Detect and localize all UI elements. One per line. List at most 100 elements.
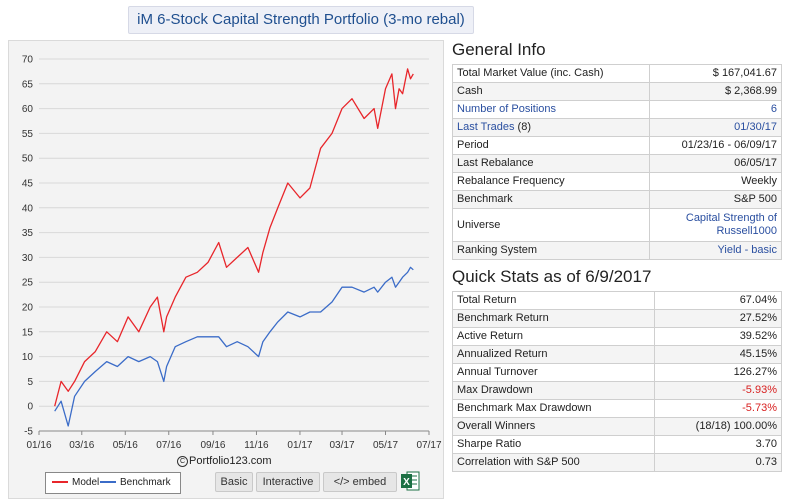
y-tick-label: 0 (27, 402, 33, 413)
row-value: 39.52% (653, 327, 783, 346)
row-label: Annual Turnover (452, 363, 655, 382)
table-row: Sharpe Ratio 3.70 (452, 435, 783, 454)
x-tick-label: 03/16 (69, 440, 94, 451)
table-row: Cash $ 2,368.99 (452, 82, 783, 101)
quick-stats-table: Total Return 67.04% Benchmark Return 27.… (452, 291, 783, 472)
x-tick-label: 11/16 (244, 440, 269, 451)
universe-line-1: Capital Strength of (685, 212, 777, 224)
number-of-positions-value-link[interactable]: 6 (648, 100, 783, 119)
y-tick-label: 60 (22, 104, 34, 115)
y-tick-label: 10 (22, 352, 34, 363)
table-row: Number of Positions 6 (452, 100, 783, 119)
table-row: Benchmark Return 27.52% (452, 309, 783, 328)
ranking-system-link[interactable]: Yield - basic (648, 241, 783, 260)
last-trades-link[interactable]: Last Trades (457, 121, 515, 133)
table-row: Period 01/23/16 - 06/09/17 (452, 136, 783, 155)
x-tick-label: 03/17 (330, 440, 355, 451)
row-value: 67.04% (653, 291, 783, 310)
row-label: Max Drawdown (452, 381, 655, 400)
row-label: Total Market Value (inc. Cash) (452, 64, 650, 83)
general-info-heading: General Info (452, 40, 546, 59)
row-label: Cash (452, 82, 650, 101)
row-value: $ 2,368.99 (648, 82, 783, 101)
number-of-positions-link[interactable]: Number of Positions (452, 100, 650, 119)
row-label: Annualized Return (452, 345, 655, 364)
table-row: Ranking System Yield - basic (452, 241, 783, 260)
row-label: Overall Winners (452, 417, 655, 436)
row-label: Correlation with S&P 500 (452, 453, 655, 472)
row-label: Ranking System (452, 241, 650, 260)
row-label: Rebalance Frequency (452, 172, 650, 191)
table-row: Last Rebalance 06/05/17 (452, 154, 783, 173)
table-row: Annual Turnover 126.27% (452, 363, 783, 382)
x-tick-label: 01/16 (26, 440, 51, 451)
row-value: 126.27% (653, 363, 783, 382)
model-series-line (54, 68, 414, 407)
x-tick-label: 01/17 (287, 440, 312, 451)
row-label: Benchmark Max Drawdown (452, 399, 655, 418)
universe-line-2: Russell1000 (716, 225, 777, 237)
row-value: Weekly (648, 172, 783, 191)
benchmark-series-line (54, 266, 414, 427)
y-tick-label: 25 (22, 278, 34, 289)
y-tick-label: 15 (22, 327, 34, 338)
page-title: iM 6-Stock Capital Strength Portfolio (3… (128, 6, 474, 34)
copyright-label: C Portfolio123.com (177, 455, 272, 467)
table-row: Benchmark S&P 500 (452, 190, 783, 209)
row-label: Last Rebalance (452, 154, 650, 173)
y-tick-label: 30 (22, 253, 34, 264)
info-panel: General Info Total Market Value (inc. Ca… (452, 36, 786, 472)
last-trades-date-link[interactable]: 01/30/17 (648, 118, 783, 137)
y-tick-label: 55 (22, 129, 34, 140)
y-tick-label: 50 (22, 154, 34, 165)
y-tick-label: 65 (22, 79, 34, 90)
table-row: Rebalance Frequency Weekly (452, 172, 783, 191)
row-value: $ 167,041.67 (648, 64, 783, 83)
legend-item-benchmark[interactable]: Benchmark (100, 477, 171, 488)
x-tick-label: 07/16 (156, 440, 181, 451)
table-row: Last Trades (8) 01/30/17 (452, 118, 783, 137)
plot-area (39, 59, 429, 431)
svg-text:X: X (403, 477, 410, 488)
x-tick-label: 07/17 (416, 440, 441, 451)
row-label: Active Return (452, 327, 655, 346)
row-label: Benchmark Return (452, 309, 655, 328)
performance-chart[interactable]: -5 0 5 10 15 20 25 30 35 40 45 50 55 60 65 70 01/16 03/16… (8, 40, 444, 499)
y-tick-label: 40 (22, 203, 34, 214)
basic-button[interactable]: Basic (215, 472, 253, 492)
general-info-table: Total Market Value (inc. Cash) $ 167,041… (452, 64, 783, 260)
interactive-button[interactable]: Interactive (256, 472, 320, 492)
row-value: 06/05/17 (648, 154, 783, 173)
row-label: Total Return (452, 291, 655, 310)
last-trades-count: (8) (514, 121, 531, 133)
row-value: 3.70 (653, 435, 783, 454)
row-label: Last Trades (8) (452, 118, 650, 137)
row-value: 45.15% (653, 345, 783, 364)
chart-svg: -5 0 5 10 15 20 25 30 35 40 45 50 55 60 65 70 01/16 03/16… (22, 55, 442, 452)
row-value: (18/18) 100.00% (653, 417, 783, 436)
y-tick-label: 70 (22, 55, 34, 66)
y-tick-label: 5 (27, 377, 33, 388)
table-row: Correlation with S&P 500 0.73 (452, 453, 783, 472)
y-tick-label: 35 (22, 228, 34, 239)
row-label: Benchmark (452, 190, 650, 209)
universe-link[interactable]: Capital Strength of Russell1000 (648, 208, 783, 242)
table-row: Annualized Return 45.15% (452, 345, 783, 364)
copyright-icon: C (177, 455, 188, 467)
row-value: 27.52% (653, 309, 783, 328)
y-tick-label: -5 (24, 427, 33, 438)
row-label: Universe (452, 208, 650, 242)
excel-icon[interactable]: X (400, 470, 420, 492)
row-label: Period (452, 136, 650, 155)
legend-swatch-benchmark (100, 481, 116, 484)
x-tick-label: 09/16 (200, 440, 225, 451)
legend-swatch-model (52, 481, 68, 484)
table-row: Universe Capital Strength of Russell1000 (452, 208, 783, 242)
row-value: -5.93% (653, 381, 783, 400)
embed-button[interactable]: </> embed (323, 472, 397, 492)
table-row: Total Market Value (inc. Cash) $ 167,041… (452, 64, 783, 83)
table-row: Max Drawdown -5.93% (452, 381, 783, 400)
table-row: Active Return 39.52% (452, 327, 783, 346)
legend-item-model[interactable]: Model (52, 477, 99, 488)
y-tick-label: 20 (22, 303, 34, 314)
